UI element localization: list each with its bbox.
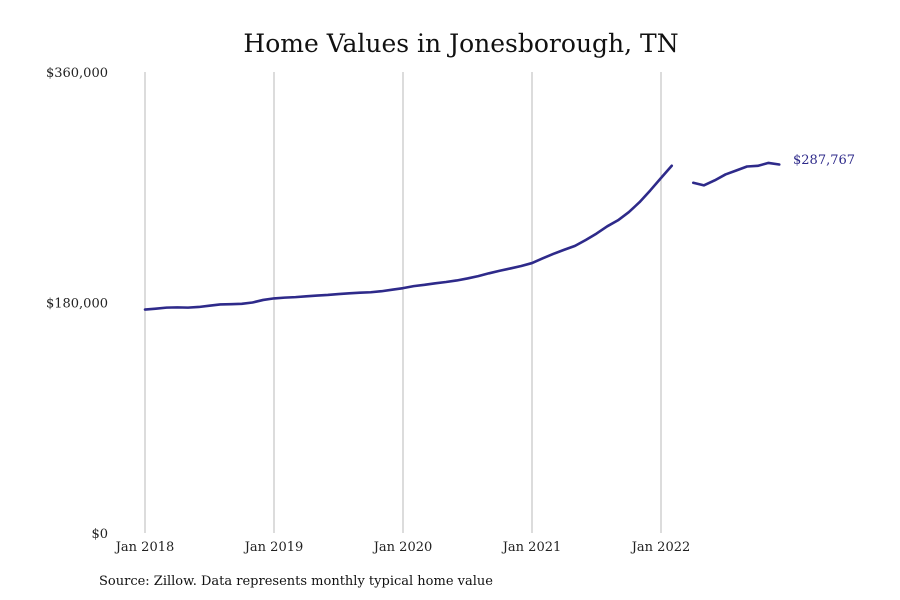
- x-tick-label: Jan 2018: [114, 540, 175, 555]
- x-tick-label: Jan 2019: [243, 540, 304, 555]
- chart-title: Home Values in Jonesborough, TN: [243, 29, 678, 58]
- y-axis-ticks: $0 $180,000 $360,000: [46, 66, 108, 542]
- x-tick-label: Jan 2021: [501, 540, 562, 555]
- x-tick-label: Jan 2020: [372, 540, 433, 555]
- x-axis-ticks: Jan 2018 Jan 2019 Jan 2020 Jan 2021 Jan 2022: [114, 540, 691, 555]
- gridlines: [144, 72, 662, 533]
- series-line: [143, 164, 674, 311]
- source-note: Source: Zillow. Data represents monthly …: [99, 574, 493, 589]
- end-value-label: $287,767: [793, 153, 855, 168]
- series-group: [143, 161, 781, 311]
- y-tick-label: $180,000: [46, 297, 108, 312]
- y-tick-label: $0: [91, 527, 108, 542]
- x-tick-label: Jan 2022: [630, 540, 691, 555]
- series-line: [691, 161, 781, 187]
- y-tick-label: $360,000: [46, 66, 108, 81]
